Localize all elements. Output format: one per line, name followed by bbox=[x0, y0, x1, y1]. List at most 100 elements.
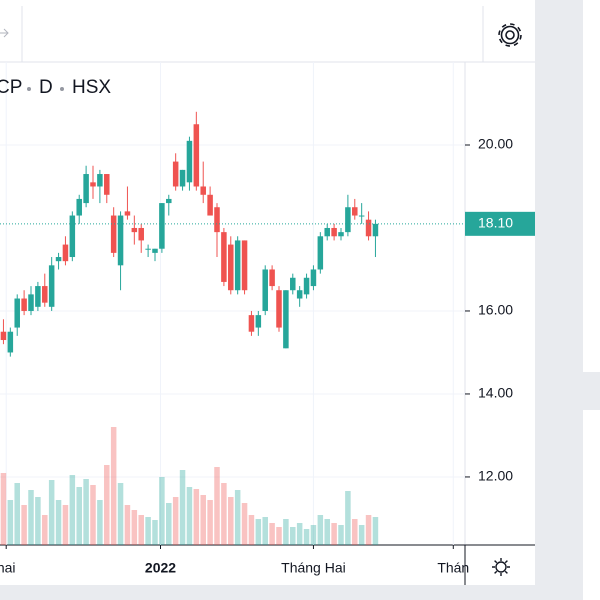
volume-bar bbox=[7, 500, 14, 545]
volume-bar bbox=[76, 487, 82, 545]
candle-body bbox=[310, 269, 317, 287]
candle-body bbox=[110, 215, 117, 253]
volume-bar bbox=[310, 525, 317, 545]
toolbar bbox=[0, 0, 535, 62]
volume-bar bbox=[117, 483, 124, 545]
candle-body bbox=[372, 223, 379, 237]
settings-button[interactable] bbox=[498, 23, 522, 47]
volume-bar bbox=[338, 525, 344, 545]
candle-body bbox=[338, 232, 344, 237]
candle-body bbox=[14, 298, 20, 328]
volume-bar bbox=[14, 483, 20, 545]
volume-bar bbox=[21, 505, 27, 545]
candle-body bbox=[97, 174, 103, 187]
candle-body bbox=[214, 207, 220, 233]
axis-settings[interactable] bbox=[492, 558, 510, 576]
volume-bar bbox=[35, 497, 41, 545]
volume-bar bbox=[159, 477, 165, 545]
separator bbox=[60, 87, 64, 91]
candle-body bbox=[62, 244, 69, 262]
volume-bar bbox=[331, 523, 337, 545]
candle-body bbox=[159, 203, 165, 249]
volume-bar bbox=[69, 475, 76, 545]
side-strip bbox=[583, 0, 600, 372]
candle-body bbox=[186, 140, 193, 183]
symbol: CP bbox=[0, 77, 22, 98]
candle-body bbox=[0, 331, 7, 341]
x-tick-label: Tháng Hai bbox=[281, 560, 346, 576]
volume-bar bbox=[172, 497, 179, 545]
candle-body bbox=[276, 290, 282, 328]
candle-body bbox=[7, 331, 14, 353]
candle-body bbox=[228, 244, 234, 291]
candle-body bbox=[365, 219, 372, 237]
y-tick-label: 16.00 bbox=[478, 302, 513, 318]
volume-bar bbox=[358, 525, 365, 545]
candle-body bbox=[290, 277, 296, 291]
candle-body bbox=[317, 236, 324, 270]
volume-bar bbox=[255, 519, 262, 545]
candle-body bbox=[90, 182, 96, 187]
volume-bar bbox=[62, 505, 69, 545]
candle-body bbox=[48, 265, 55, 307]
volume-bar bbox=[124, 505, 131, 545]
volume-bar bbox=[131, 510, 138, 545]
candle-body bbox=[207, 194, 213, 216]
candle-body bbox=[269, 269, 275, 287]
candle-body bbox=[241, 240, 248, 291]
volume-bar bbox=[324, 519, 330, 545]
volume-bar bbox=[290, 527, 296, 545]
volume-bar bbox=[200, 495, 206, 545]
volume-bar bbox=[110, 427, 117, 545]
candle-body bbox=[28, 294, 34, 311]
volume-bar bbox=[145, 517, 151, 545]
volume-bar bbox=[372, 517, 379, 545]
volume-bar bbox=[276, 527, 282, 545]
candle-body bbox=[234, 240, 241, 291]
volume-bar bbox=[248, 515, 255, 545]
separator bbox=[27, 87, 31, 91]
volume-bar bbox=[228, 497, 234, 545]
volume-bar bbox=[179, 470, 186, 545]
last-price-tag bbox=[465, 211, 535, 236]
candle-body bbox=[124, 211, 131, 216]
volume-bar bbox=[262, 517, 268, 545]
x-tick-label: 2022 bbox=[145, 560, 176, 576]
x-tick-label: hai bbox=[0, 560, 16, 576]
candle-body bbox=[179, 169, 186, 187]
last-price-label: 18.10 bbox=[478, 215, 513, 231]
volume-bar bbox=[90, 485, 96, 545]
volume-bar bbox=[166, 503, 172, 545]
candle-body bbox=[345, 207, 351, 233]
candle-body bbox=[104, 174, 110, 195]
y-tick-label: 14.00 bbox=[478, 385, 513, 401]
volume-bar bbox=[42, 515, 48, 545]
side-strip bbox=[583, 410, 600, 600]
volume-bar bbox=[48, 480, 55, 545]
volume-bar bbox=[55, 500, 62, 545]
volume-bar bbox=[138, 515, 144, 545]
volume-bar bbox=[241, 503, 248, 545]
volume-bar bbox=[352, 519, 358, 545]
bottom-panel bbox=[0, 585, 535, 600]
volume-bar bbox=[234, 490, 241, 545]
candle-body bbox=[283, 290, 289, 349]
volume-bar bbox=[303, 529, 310, 545]
volume-bar bbox=[186, 487, 193, 545]
redo-icon[interactable] bbox=[0, 28, 9, 38]
candle-body bbox=[145, 248, 151, 250]
candle-body bbox=[296, 290, 303, 299]
candle-body bbox=[193, 124, 200, 187]
volume-bar bbox=[345, 491, 351, 545]
candle-body bbox=[69, 215, 76, 258]
candle-body bbox=[248, 315, 255, 332]
candle-body bbox=[352, 207, 358, 216]
interval: D bbox=[39, 77, 53, 98]
x-tick-label: Thán bbox=[437, 560, 469, 576]
candle-body bbox=[55, 257, 62, 262]
candle-body bbox=[138, 227, 144, 241]
volume-bar bbox=[283, 519, 289, 545]
y-tick-label: 20.00 bbox=[478, 136, 513, 152]
candle-body bbox=[21, 298, 27, 311]
